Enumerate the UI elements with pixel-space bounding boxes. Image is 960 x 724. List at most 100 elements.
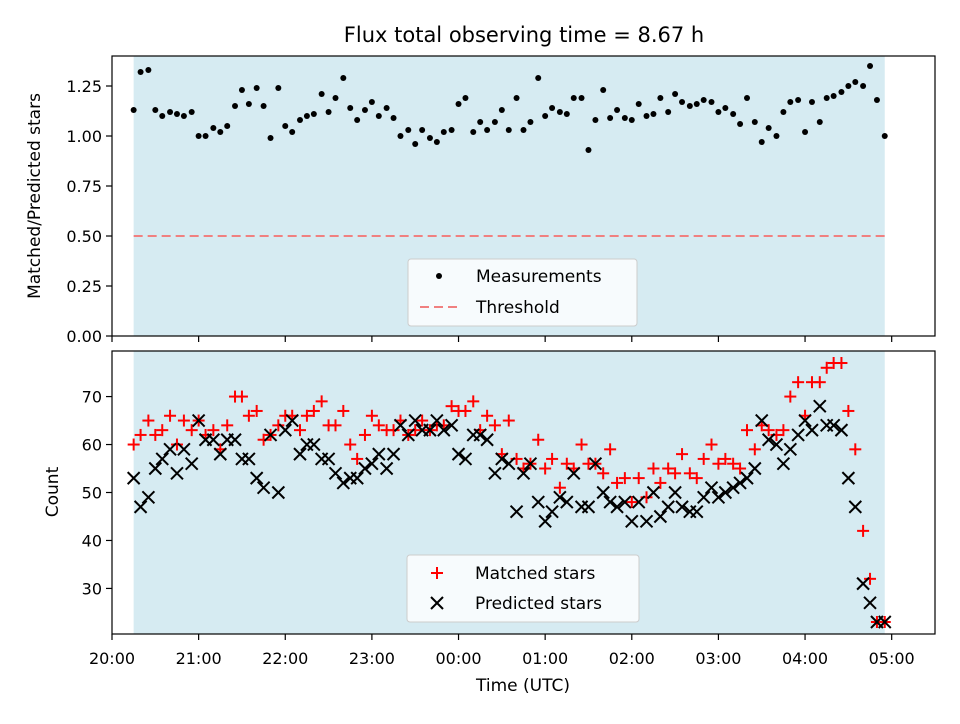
predicted-star-point: [783, 442, 798, 457]
matched-star-point: [784, 390, 797, 403]
predicted-star-point: [256, 480, 271, 495]
predicted-star-point: [805, 423, 819, 437]
predicted-star-point: [740, 471, 754, 485]
measurement-point: [173, 111, 180, 117]
measurement-point: [758, 139, 765, 145]
measurement-point: [440, 129, 447, 135]
predicted-star-point: [863, 596, 877, 610]
measurement-point: [751, 119, 758, 125]
bottom-xtick-label: 23:00: [349, 649, 395, 668]
measurement-point: [852, 79, 859, 85]
measurement-point: [180, 113, 187, 119]
measurement-point: [563, 111, 570, 117]
measurement-point: [715, 109, 722, 115]
matched-star-point: [748, 443, 761, 456]
measurement-point: [592, 117, 599, 123]
measurement-point: [477, 119, 484, 125]
matched-star-point: [820, 361, 833, 374]
measurement-point: [621, 115, 628, 121]
matched-star-point: [372, 419, 385, 432]
bottom-ytick-label: 50: [82, 484, 102, 503]
predicted-star-point: [365, 457, 379, 471]
predicted-star-point: [718, 485, 733, 500]
predicted-star-point: [191, 413, 206, 428]
matched-star-point: [762, 424, 775, 437]
predicted-star-point: [249, 471, 264, 485]
matched-star-point: [669, 467, 682, 480]
bottom-xtick-label: 04:00: [782, 649, 828, 668]
matched-star-point: [445, 400, 458, 413]
matched-star-point: [351, 452, 364, 465]
bottom-xtick-label: 00:00: [435, 649, 481, 668]
predicted-star-point: [588, 457, 603, 471]
predicted-star-point: [798, 413, 812, 428]
measurement-point: [650, 111, 657, 117]
matched-star-point: [142, 414, 155, 427]
matched-star-point: [272, 419, 285, 432]
measurement-point: [505, 127, 512, 133]
predicted-star-point: [184, 457, 199, 471]
measurement-point: [232, 103, 239, 109]
measurement-point: [405, 127, 412, 133]
measurement-point: [585, 147, 592, 153]
measurement-point: [607, 115, 614, 121]
measurement-point: [491, 119, 498, 125]
bottom-legend-box: [406, 554, 640, 623]
measurement-point: [845, 83, 852, 89]
predicted-star-point: [516, 466, 531, 481]
measurement-point: [282, 123, 289, 129]
predicted-star-point: [502, 457, 516, 471]
top-x-ticks: [111, 336, 893, 342]
legend-matched-label: Matched stars: [475, 564, 595, 584]
matched-star-point: [409, 424, 422, 437]
measurement-point: [303, 113, 310, 119]
matched-star-point: [676, 448, 689, 461]
matched-star-point: [164, 409, 177, 422]
predicted-star-point: [653, 509, 668, 524]
matched-star-point: [300, 409, 313, 422]
matched-star-point: [597, 467, 610, 480]
bottom-xtick-label: 05:00: [869, 649, 915, 668]
measurement-point: [397, 133, 404, 139]
predicted-star-point: [263, 428, 278, 442]
matched-star-point: [813, 376, 826, 389]
measurement-point: [498, 107, 505, 113]
predicted-star-point: [560, 495, 574, 509]
predicted-star-point: [733, 476, 747, 490]
matched-star-point: [177, 414, 190, 427]
predicted-star-point: [148, 461, 163, 476]
measurement-point: [722, 105, 729, 111]
top-ytick-label: 1.00: [66, 127, 102, 146]
measurement-point: [838, 89, 845, 95]
measurement-point: [167, 109, 174, 115]
predicted-star-point: [321, 452, 336, 466]
predicted-star-point: [776, 457, 791, 471]
measurement-point: [462, 95, 469, 101]
predicted-star-point: [834, 423, 849, 437]
matched-star-point: [705, 438, 718, 451]
predicted-star-point: [603, 495, 617, 509]
predicted-star-point: [495, 452, 509, 466]
measurement-point: [412, 141, 419, 147]
measurement-point: [210, 125, 217, 131]
bottom-xtick-label: 20:00: [89, 649, 135, 668]
predicted-star-point: [748, 461, 762, 476]
measurement-point: [325, 109, 332, 115]
measurement-point: [816, 119, 823, 125]
measurement-point: [693, 101, 700, 107]
predicted-star-point: [668, 485, 682, 500]
predicted-star-point: [141, 490, 156, 505]
measurement-point: [390, 115, 397, 121]
predicted-star-point: [423, 423, 437, 437]
predicted-star-point: [358, 461, 372, 476]
matched-star-point: [250, 404, 263, 417]
predicted-star-point: [632, 495, 646, 509]
matched-star-point: [719, 452, 732, 465]
matched-star-point: [857, 524, 870, 537]
predicted-star-point: [278, 423, 292, 437]
measurement-point: [130, 107, 137, 113]
predicted-star-point: [755, 413, 769, 428]
matched-star-point: [777, 424, 790, 437]
top-ytick-label: 0.25: [66, 277, 102, 296]
